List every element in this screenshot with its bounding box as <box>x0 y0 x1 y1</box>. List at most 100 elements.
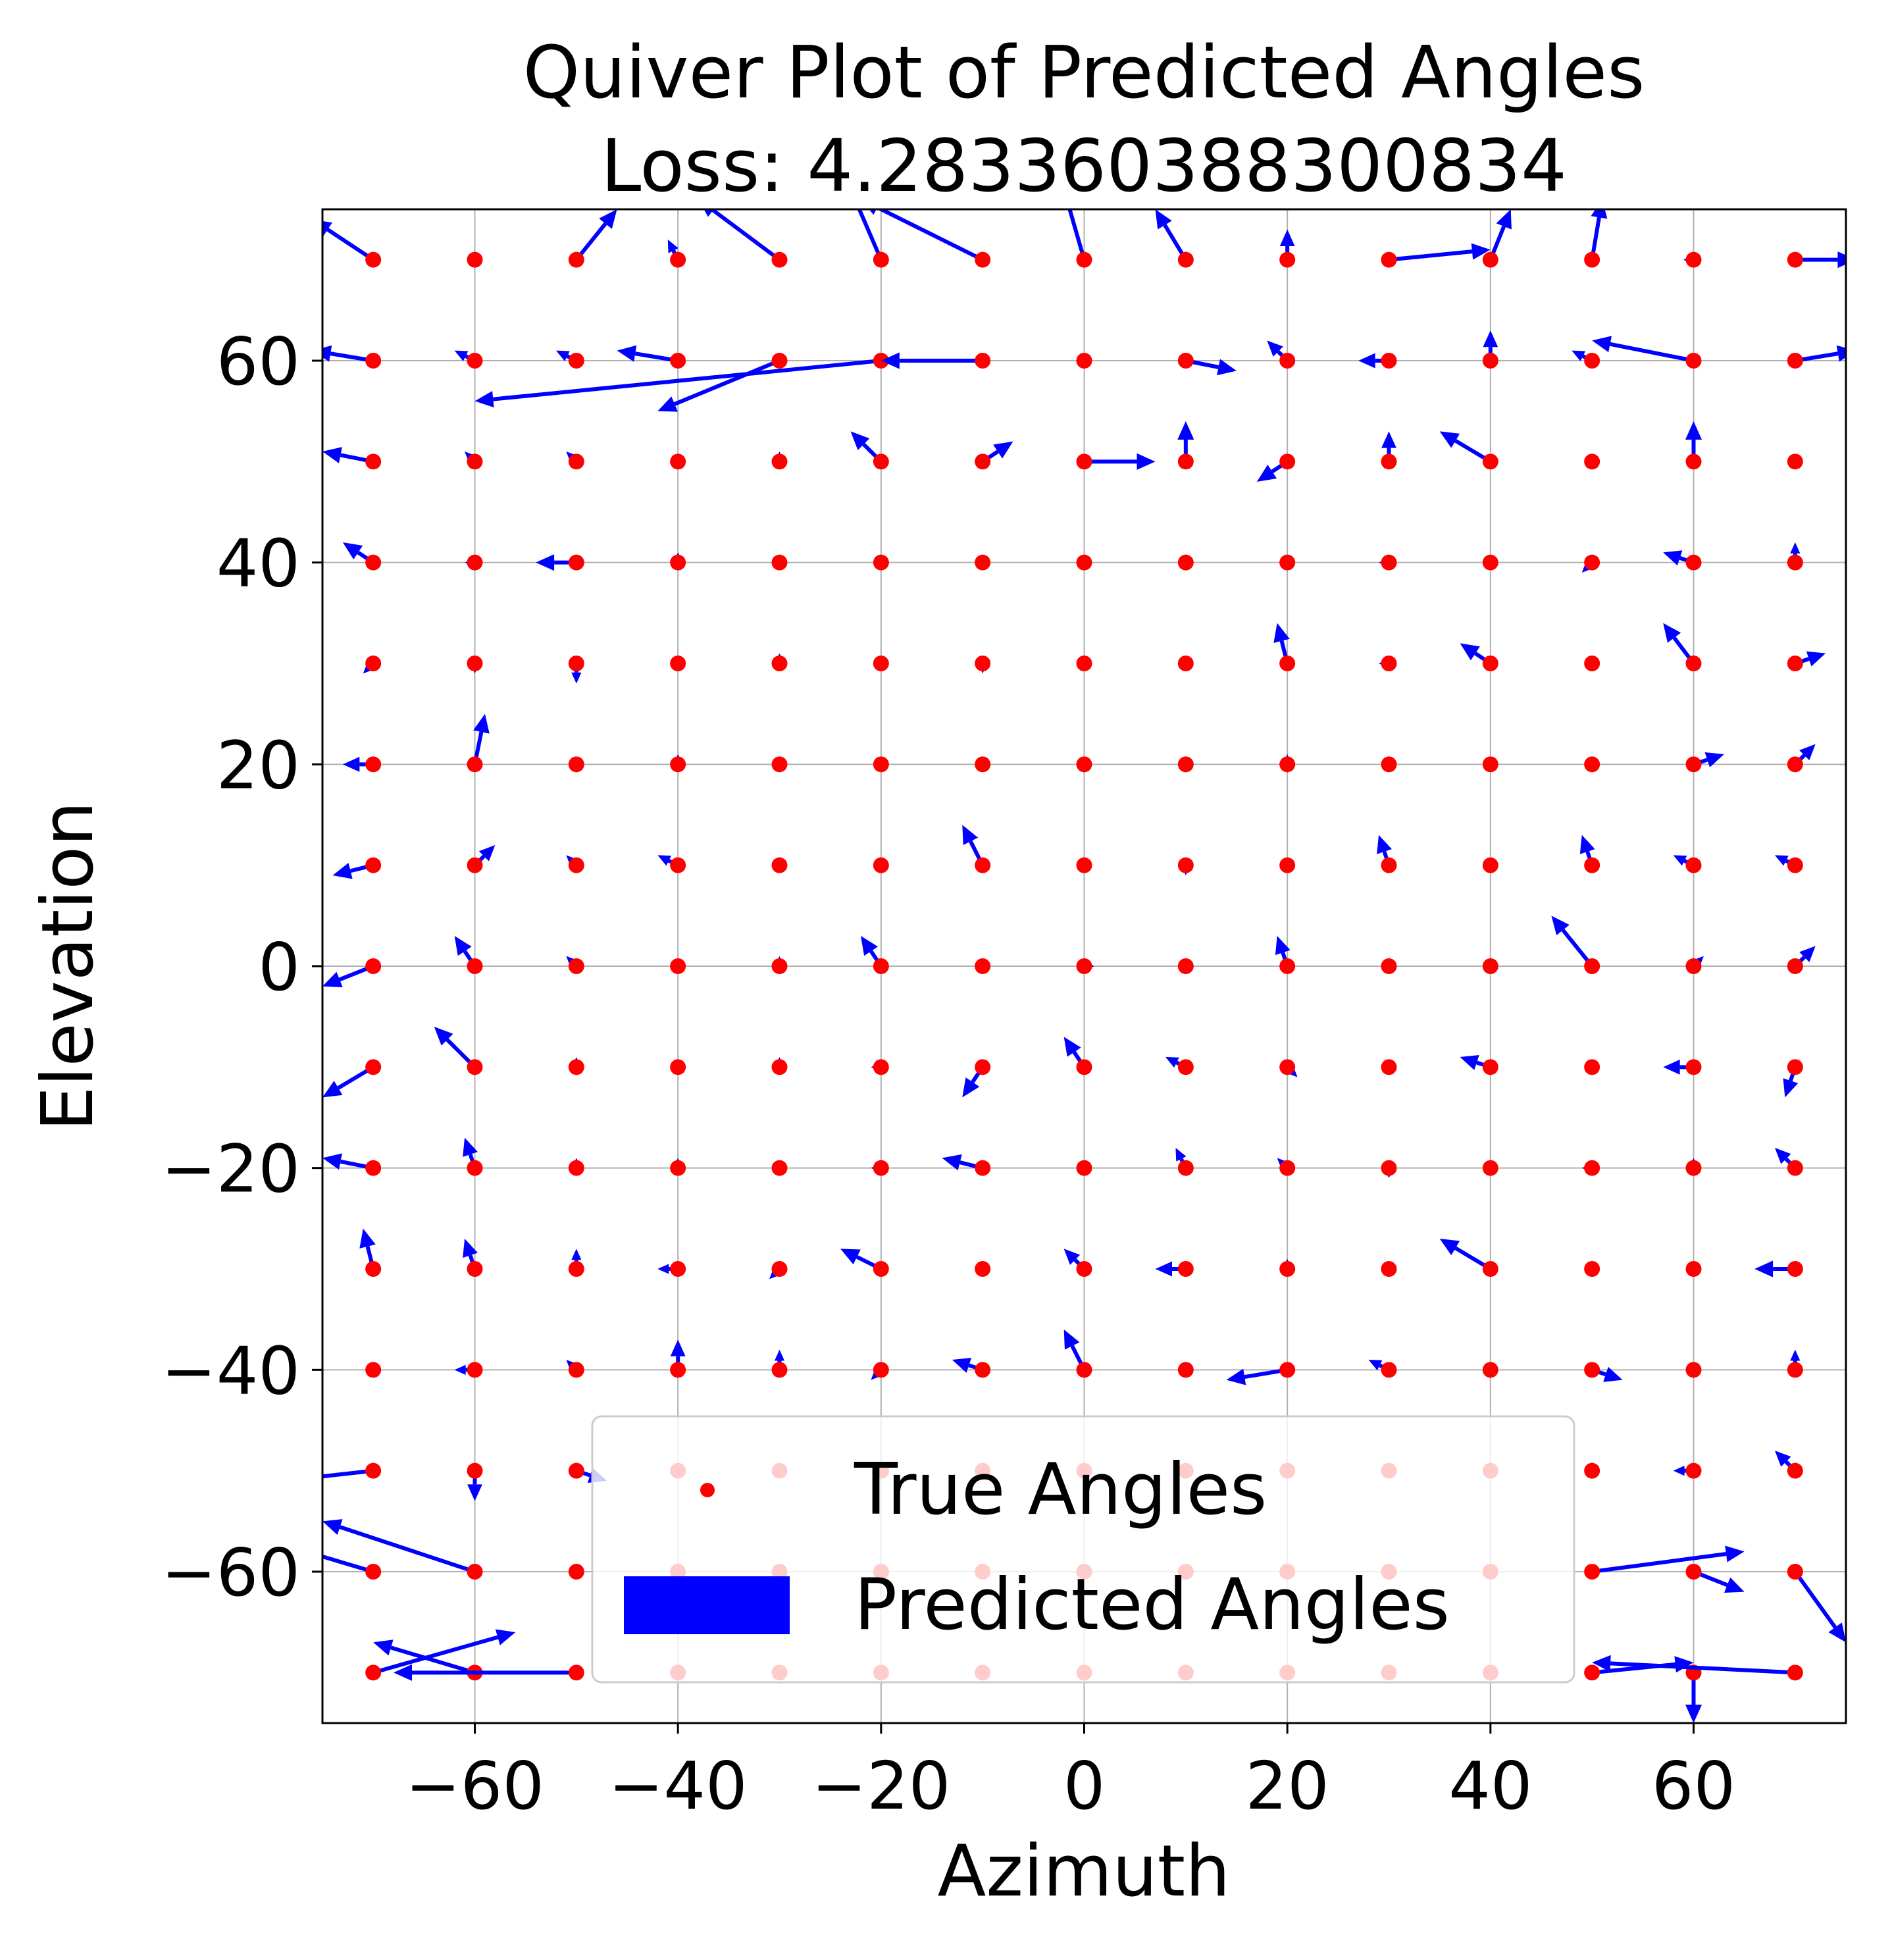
true-angle-point <box>467 1261 483 1277</box>
predicted-arrow-shaft <box>711 209 781 262</box>
predicted-arrow-head <box>1828 1622 1846 1643</box>
true-angle-point <box>1685 1059 1702 1075</box>
true-angle-point <box>1381 353 1397 369</box>
true-angle-point <box>1279 1059 1296 1075</box>
true-angle-point <box>670 958 686 974</box>
true-angle-point <box>365 453 382 470</box>
true-angle-point <box>568 656 584 671</box>
predicted-arrow-shaft <box>1610 342 1695 363</box>
predicted-arrow-head <box>1439 1239 1460 1256</box>
predicted-arrow-head <box>657 396 678 412</box>
predicted-arrow-head <box>769 1271 778 1279</box>
predicted-arrow-head <box>1289 1069 1298 1077</box>
true-angle-point <box>1279 958 1296 974</box>
true-angle-point <box>1584 1664 1600 1681</box>
predicted-arrow-head <box>1836 345 1846 362</box>
true-angle-point <box>1279 756 1296 773</box>
y-tick-label: 60 <box>217 323 300 400</box>
true-angle-point <box>1787 656 1803 671</box>
true-angle-point <box>1685 353 1702 369</box>
y-tick-label: −20 <box>161 1131 300 1208</box>
true-angle-point <box>1787 1462 1803 1479</box>
true-angle-point <box>568 1664 584 1681</box>
true-angle-point <box>873 453 889 470</box>
predicted-arrow-head <box>322 1081 343 1098</box>
x-tick-label: 0 <box>1063 1747 1106 1824</box>
true-angle-point <box>1787 1261 1803 1277</box>
true-angle-point <box>1381 1362 1397 1378</box>
predicted-arrow-head <box>1155 1261 1172 1277</box>
predicted-arrow-head <box>1063 1329 1080 1350</box>
predicted-arrow-head <box>599 209 617 229</box>
true-angle-point <box>365 1160 382 1176</box>
true-angle-point <box>873 756 889 773</box>
true-angle-point <box>1076 554 1092 571</box>
true-angle-point <box>873 958 889 974</box>
true-angle-point <box>568 1261 584 1277</box>
true-angle-point <box>1177 656 1194 671</box>
true-angle-point <box>1381 554 1397 571</box>
predicted-arrow-head <box>1591 209 1608 219</box>
true-angle-point <box>975 958 991 974</box>
true-angle-point <box>1177 353 1194 369</box>
true-angle-point <box>975 453 991 470</box>
true-angle-point <box>1685 958 1702 974</box>
true-angle-point <box>771 1059 788 1075</box>
predicted-arrow-head <box>454 1364 466 1375</box>
true-angle-point <box>771 756 788 773</box>
predicted-arrow-head <box>1496 209 1512 230</box>
predicted-arrow-head <box>1774 1148 1791 1164</box>
true-angle-point <box>1482 1059 1498 1075</box>
predicted-arrow-head <box>566 451 575 460</box>
legend-marker-predicted <box>624 1576 790 1634</box>
predicted-arrow-head <box>1663 1059 1680 1075</box>
predicted-arrow-head <box>1275 936 1291 956</box>
legend-label-true: True Angles <box>854 1449 1267 1531</box>
predicted-arrow-head <box>962 825 979 846</box>
legend: True Angles Predicted Angles <box>591 1415 1575 1684</box>
true-angle-point <box>1584 453 1600 470</box>
predicted-arrow-head <box>993 441 1013 459</box>
predicted-arrow-head <box>1551 916 1570 936</box>
true-angle-point <box>975 1059 991 1075</box>
y-tick-label: 20 <box>217 727 300 804</box>
true-angle-point <box>467 857 483 873</box>
x-tick-label: 40 <box>1448 1747 1532 1824</box>
predicted-arrow-head <box>1685 1705 1702 1723</box>
predicted-arrow-head <box>571 1249 582 1260</box>
true-angle-point <box>670 1160 686 1176</box>
predicted-arrow-head <box>322 1519 343 1535</box>
true-angle-point <box>1482 756 1498 773</box>
true-angle-point <box>568 857 584 873</box>
predicted-arrow-head <box>566 1360 575 1368</box>
true-angle-point <box>467 656 483 671</box>
true-angle-point <box>670 1261 686 1277</box>
true-angle-point <box>975 656 991 671</box>
predicted-arrow-head <box>869 209 877 215</box>
predicted-arrow-head <box>1279 229 1295 246</box>
predicted-arrow-head <box>1673 1466 1685 1476</box>
predicted-arrow-head <box>881 352 900 369</box>
true-angle-point <box>568 353 584 369</box>
true-angle-point <box>670 857 686 873</box>
predicted-arrow-head <box>1724 1577 1745 1593</box>
predicted-arrow-head <box>1799 744 1816 761</box>
true-angle-point <box>1787 453 1803 470</box>
predicted-arrow-head <box>1754 1260 1774 1277</box>
true-angle-point <box>670 656 686 671</box>
y-axis-label: Elevation <box>27 801 109 1131</box>
predicted-arrow-head <box>1273 623 1290 643</box>
true-angle-point <box>568 1362 584 1378</box>
predicted-arrow-head <box>463 1239 478 1258</box>
true-angle-point <box>568 453 584 470</box>
true-angle-point <box>670 756 686 773</box>
true-angle-point <box>467 1362 483 1378</box>
predicted-arrow-head <box>1579 835 1595 854</box>
true-angle-point <box>975 251 991 268</box>
predicted-arrow-head <box>478 845 496 862</box>
predicted-arrow-head <box>703 209 714 217</box>
true-angle-point <box>771 958 788 974</box>
predicted-arrow-head <box>566 956 575 964</box>
true-angle-point <box>873 1059 889 1075</box>
